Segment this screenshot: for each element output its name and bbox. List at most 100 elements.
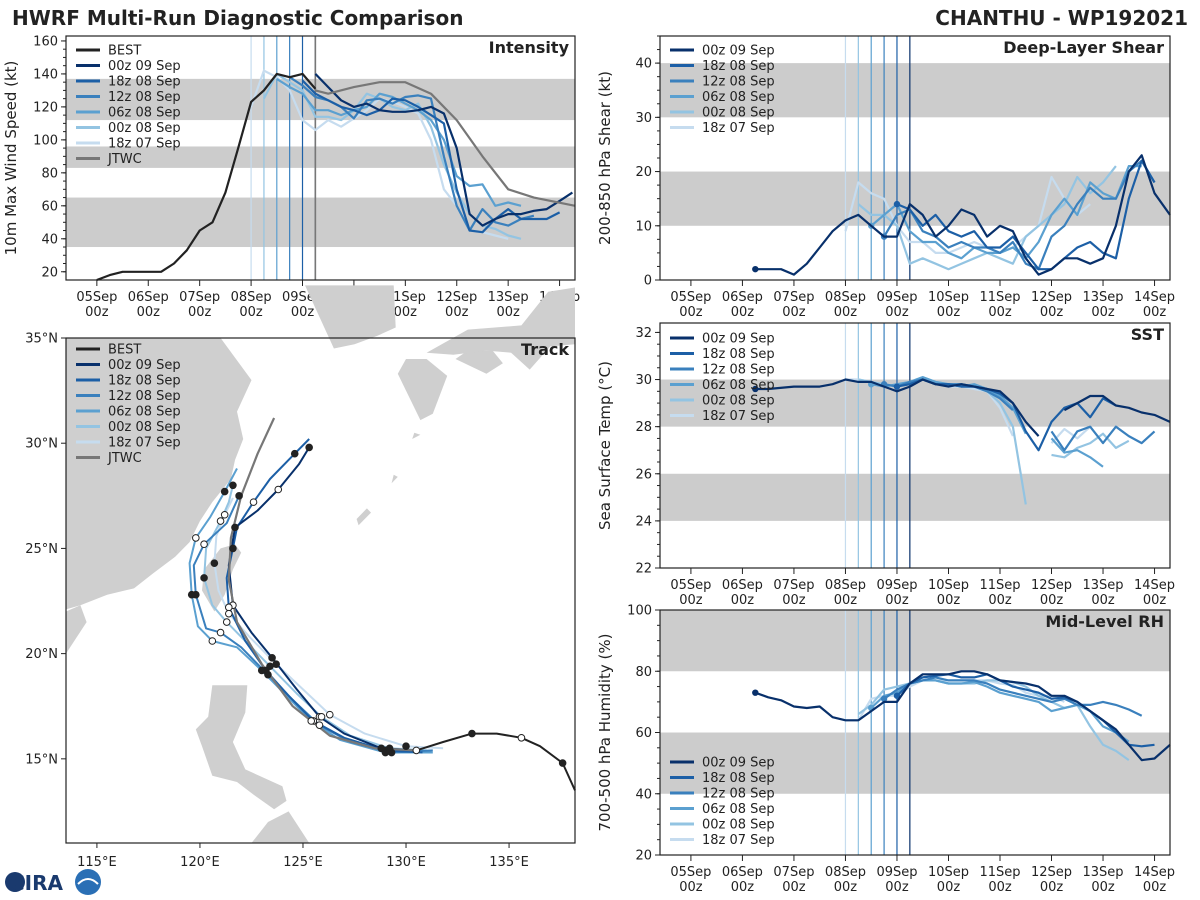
legend-label: 12z 08 Sep <box>108 90 181 105</box>
x-tick-label: 00z <box>679 880 703 895</box>
logo-emblem-icon <box>75 869 101 895</box>
x-tick-label: 11Sep <box>979 578 1020 593</box>
track-position-marker <box>208 637 217 645</box>
track-position-marker <box>231 523 239 532</box>
legend-label: 18z 07 Sep <box>702 833 775 848</box>
land-polygon <box>220 811 314 843</box>
legend-label: 18z 07 Sep <box>702 409 775 424</box>
track-position-marker <box>412 746 421 755</box>
x-tick-label: 00z <box>988 305 1012 320</box>
y-tick-label: 120 <box>33 100 58 115</box>
x-tick-label: 12Sep <box>1031 290 1072 305</box>
y-tick-label: 60 <box>41 199 58 214</box>
x-tick-label: 00z <box>1091 305 1115 320</box>
track-position-marker <box>220 487 229 496</box>
series-line-12z-08-sep <box>883 676 1143 717</box>
series-line-00z-09-sep <box>755 378 1171 437</box>
legend-label: 18z 08 Sep <box>702 59 775 74</box>
x-tick-label: 00z <box>445 305 469 320</box>
x-tick-label: 05Sep <box>670 865 711 880</box>
legend-label: 00z 09 Sep <box>702 44 775 59</box>
track-position-marker <box>266 662 274 671</box>
track-position-marker <box>290 449 299 458</box>
lat-tick-label: 15°N <box>25 752 58 767</box>
lat-tick-label: 30°N <box>25 437 58 452</box>
y-tick-label: 20 <box>635 849 652 864</box>
cira-logo: CIRA <box>5 869 101 895</box>
land-polygon <box>305 285 396 349</box>
series-line-00z-08-sep <box>857 679 1130 761</box>
track-position-marker <box>257 666 266 675</box>
y-tick-label: 80 <box>41 166 58 181</box>
track-position-marker <box>222 618 231 626</box>
x-tick-label: 00z <box>834 305 858 320</box>
x-tick-label: 00z <box>239 305 263 320</box>
track-line-best <box>416 732 576 791</box>
lon-tick-label: 120°E <box>180 855 220 870</box>
panel-title: Track <box>521 340 569 359</box>
y-axis-label: Sea Surface Temp (°C) <box>596 361 614 530</box>
x-tick-label: 00z <box>291 305 315 320</box>
y-tick-label: 20 <box>635 165 652 180</box>
intensity-panel: 2040608010012014016005Sep00z06Sep00z07Se… <box>2 34 580 320</box>
y-tick-label: 160 <box>33 34 58 49</box>
plot-frame <box>65 35 576 281</box>
series-line-00z-09-sep <box>755 154 1171 276</box>
y-axis-label: 700-500 hPa Humidity (%) <box>596 633 614 831</box>
x-tick-label: 11Sep <box>385 290 426 305</box>
shaded-band <box>660 63 1170 118</box>
x-tick-label: 13Sep <box>1083 290 1124 305</box>
track-position-marker <box>220 510 229 519</box>
x-tick-label: 14Sep <box>1134 865 1175 880</box>
legend-label: 18z 08 Sep <box>108 374 181 389</box>
x-tick-label: 10Sep <box>928 578 969 593</box>
x-tick-label: 00z <box>731 593 755 608</box>
x-tick-label: 00z <box>1091 593 1115 608</box>
track-position-marker <box>200 574 208 582</box>
sst-panel: 22242628303205Sep00z06Sep00z07Sep00z08Se… <box>596 322 1175 608</box>
init-marker <box>893 692 901 699</box>
x-tick-label: 00z <box>885 593 909 608</box>
track-position-marker <box>307 717 316 725</box>
track-position-marker <box>264 670 272 679</box>
y-tick-label: 140 <box>33 67 58 82</box>
series-line-18z-08-sep <box>896 159 1156 271</box>
x-tick-label: 00z <box>834 593 858 608</box>
x-tick-label: 00z <box>1040 593 1064 608</box>
track-position-marker <box>235 492 243 500</box>
logo-wave-icon <box>77 878 99 885</box>
y-tick-label: 26 <box>635 467 652 482</box>
x-tick-label: 11Sep <box>979 865 1020 880</box>
track-position-marker <box>216 628 225 637</box>
rh-panel: 2040608010005Sep00z06Sep00z07Sep00z08Sep… <box>596 604 1175 896</box>
x-tick-label: 00z <box>85 305 109 320</box>
init-marker <box>752 265 759 273</box>
legend-label: 18z 08 Sep <box>702 347 775 362</box>
series-line-00z-09-sep <box>754 670 1171 762</box>
track-position-marker <box>402 742 410 751</box>
x-tick-label: 05Sep <box>670 290 711 305</box>
figure-title: HWRF Multi-Run Diagnostic Comparison <box>12 6 463 30</box>
x-tick-label: 00z <box>885 305 909 320</box>
legend-label: 00z 08 Sep <box>108 121 181 136</box>
x-tick-label: 00z <box>1143 880 1167 895</box>
legend-label: 12z 08 Sep <box>702 75 775 90</box>
y-tick-label: 40 <box>635 787 652 802</box>
track-position-marker <box>305 443 313 452</box>
x-tick-label: 13Sep <box>1083 578 1124 593</box>
legend-label: 00z 08 Sep <box>108 420 181 435</box>
shaded-band <box>660 379 1170 427</box>
track-line-18z-07-sep <box>213 497 444 750</box>
x-tick-label: 00z <box>137 305 161 320</box>
land-polygon <box>66 605 87 654</box>
x-tick-label: 12Sep <box>436 290 477 305</box>
series-line-06z-08-sep <box>870 165 1142 260</box>
track-position-marker <box>249 498 258 506</box>
y-tick-label: 10 <box>635 219 652 234</box>
panel-title: Intensity <box>489 38 570 57</box>
land-masses <box>66 285 575 843</box>
panel-title: Deep-Layer Shear <box>1003 38 1164 57</box>
track-position-marker <box>229 544 237 553</box>
land-polygon <box>66 338 252 610</box>
track-position-marker <box>325 710 334 719</box>
